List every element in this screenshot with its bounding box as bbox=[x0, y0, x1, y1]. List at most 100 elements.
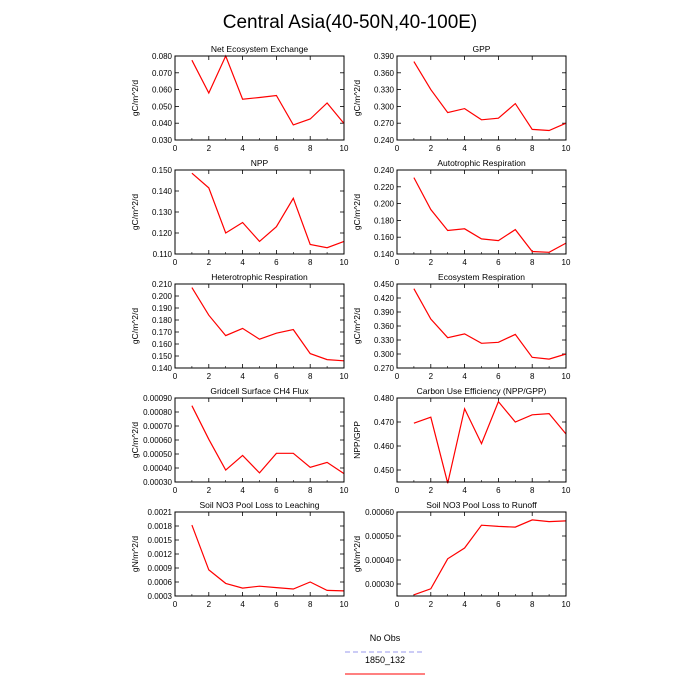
series-line bbox=[413, 400, 567, 484]
series-line bbox=[191, 54, 345, 126]
y-tick-label: 0.170 bbox=[152, 328, 173, 337]
x-tick-label: 8 bbox=[530, 372, 535, 381]
x-tick-label: 10 bbox=[562, 486, 571, 495]
y-axis-label: gC/m^2/d bbox=[352, 80, 362, 116]
y-tick-label: 0.240 bbox=[374, 136, 395, 145]
plot-frame bbox=[396, 55, 567, 141]
y-tick-label: 0.270 bbox=[374, 119, 395, 128]
panel-title: Ecosystem Respiration bbox=[438, 272, 525, 282]
y-tick-label: 0.150 bbox=[152, 166, 173, 175]
y-axis-label: gC/m^2/d bbox=[130, 422, 140, 458]
y-tick-label: 0.0021 bbox=[148, 508, 173, 517]
y-tick-label: 0.0003 bbox=[148, 592, 173, 601]
x-tick-label: 0 bbox=[173, 144, 178, 153]
y-tick-label: 0.270 bbox=[374, 364, 395, 373]
panel-title: Soil NO3 Pool Loss to Leaching bbox=[199, 500, 319, 510]
y-tick-label: 0.420 bbox=[374, 294, 395, 303]
x-tick-label: 6 bbox=[274, 372, 279, 381]
chart-panel: Gridcell Surface CH4 Flux gC/m^2/d 0.00030… bbox=[130, 386, 349, 495]
y-tick-label: 0.110 bbox=[153, 250, 173, 259]
figure-title: Central Asia(40-50N,40-100E) bbox=[223, 12, 478, 33]
y-tick-label: 0.200 bbox=[374, 200, 395, 209]
chart-panel: Net Ecosystem Exchange gC/m^2/d 0.030 0.040… bbox=[130, 44, 349, 153]
chart-panel: Soil NO3 Pool Loss to Leaching gN/m^2/d 0.… bbox=[130, 500, 349, 609]
x-tick-label: 8 bbox=[530, 600, 535, 609]
y-tick-label: 0.00060 bbox=[143, 436, 172, 445]
y-tick-label: 0.160 bbox=[374, 233, 395, 242]
chart-panel: Heterotrophic Respiration gC/m^2/d 0.140 0.… bbox=[130, 272, 349, 381]
y-tick-label: 0.450 bbox=[374, 466, 395, 475]
plot-frame bbox=[174, 169, 345, 255]
y-axis-label: NPP/GPP bbox=[352, 421, 362, 459]
x-tick-label: 10 bbox=[340, 486, 349, 495]
plot-frame bbox=[396, 169, 567, 255]
x-tick-label: 6 bbox=[274, 486, 279, 495]
x-tick-label: 8 bbox=[308, 144, 313, 153]
x-tick-label: 6 bbox=[496, 600, 501, 609]
x-tick-label: 4 bbox=[462, 600, 467, 609]
series-line bbox=[191, 287, 345, 362]
x-tick-label: 2 bbox=[429, 486, 434, 495]
panel-title: Soil NO3 Pool Loss to Runoff bbox=[426, 500, 537, 510]
y-tick-label: 0.080 bbox=[152, 52, 173, 61]
y-tick-label: 0.00080 bbox=[143, 408, 172, 417]
series-line bbox=[413, 61, 567, 132]
y-axis-label: gN/m^2/d bbox=[130, 536, 140, 572]
x-tick-label: 4 bbox=[462, 486, 467, 495]
x-tick-label: 0 bbox=[173, 258, 178, 267]
x-tick-label: 10 bbox=[340, 144, 349, 153]
x-tick-label: 2 bbox=[429, 372, 434, 381]
y-tick-label: 0.140 bbox=[152, 364, 173, 373]
series-line bbox=[413, 519, 567, 596]
y-tick-label: 0.190 bbox=[152, 304, 173, 313]
x-tick-label: 6 bbox=[274, 600, 279, 609]
x-tick-label: 2 bbox=[207, 258, 212, 267]
x-tick-label: 10 bbox=[562, 144, 571, 153]
y-tick-label: 0.050 bbox=[152, 102, 173, 111]
y-tick-label: 0.120 bbox=[152, 229, 173, 238]
y-tick-label: 0.240 bbox=[374, 166, 395, 175]
chart-panel: NPP gC/m^2/d 0.110 0.120 0.130 0.140 0.150 0 2 4 6… bbox=[130, 158, 349, 267]
x-tick-label: 6 bbox=[496, 372, 501, 381]
y-tick-label: 0.0009 bbox=[148, 564, 173, 573]
x-tick-label: 10 bbox=[340, 372, 349, 381]
y-axis-label: gC/m^2/d bbox=[130, 308, 140, 344]
y-tick-label: 0.300 bbox=[374, 350, 395, 359]
x-tick-label: 4 bbox=[462, 258, 467, 267]
x-tick-label: 0 bbox=[395, 144, 400, 153]
x-tick-label: 2 bbox=[429, 144, 434, 153]
series-line bbox=[191, 172, 345, 249]
y-tick-label: 0.460 bbox=[374, 442, 395, 451]
y-tick-label: 0.360 bbox=[374, 322, 395, 331]
x-tick-label: 4 bbox=[462, 372, 467, 381]
x-tick-label: 0 bbox=[173, 486, 178, 495]
plot-frame bbox=[396, 511, 567, 597]
panel-title: Heterotrophic Respiration bbox=[211, 272, 308, 282]
x-tick-label: 4 bbox=[240, 486, 245, 495]
x-tick-label: 10 bbox=[562, 258, 571, 267]
x-tick-label: 8 bbox=[530, 144, 535, 153]
y-tick-label: 0.210 bbox=[152, 280, 173, 289]
y-tick-label: 0.470 bbox=[374, 418, 395, 427]
x-tick-label: 2 bbox=[207, 600, 212, 609]
y-tick-label: 0.0015 bbox=[148, 536, 173, 545]
x-tick-label: 8 bbox=[308, 486, 313, 495]
y-tick-label: 0.360 bbox=[374, 69, 395, 78]
y-tick-label: 0.160 bbox=[152, 340, 173, 349]
x-tick-label: 4 bbox=[462, 144, 467, 153]
chart-panels: Net Ecosystem Exchange gC/m^2/d 0.030 0.040… bbox=[130, 44, 571, 609]
x-tick-label: 8 bbox=[308, 600, 313, 609]
legend-label: No Obs bbox=[370, 633, 401, 643]
x-tick-label: 10 bbox=[562, 600, 571, 609]
y-tick-label: 0.00070 bbox=[143, 422, 172, 431]
x-tick-label: 4 bbox=[240, 258, 245, 267]
y-tick-label: 0.040 bbox=[152, 119, 173, 128]
y-tick-label: 0.330 bbox=[374, 86, 395, 95]
x-tick-label: 0 bbox=[395, 372, 400, 381]
x-tick-label: 0 bbox=[173, 600, 178, 609]
plot-frame bbox=[174, 55, 345, 141]
y-tick-label: 0.140 bbox=[374, 250, 395, 259]
x-tick-label: 10 bbox=[562, 372, 571, 381]
x-tick-label: 2 bbox=[429, 258, 434, 267]
y-tick-label: 0.060 bbox=[152, 86, 173, 95]
